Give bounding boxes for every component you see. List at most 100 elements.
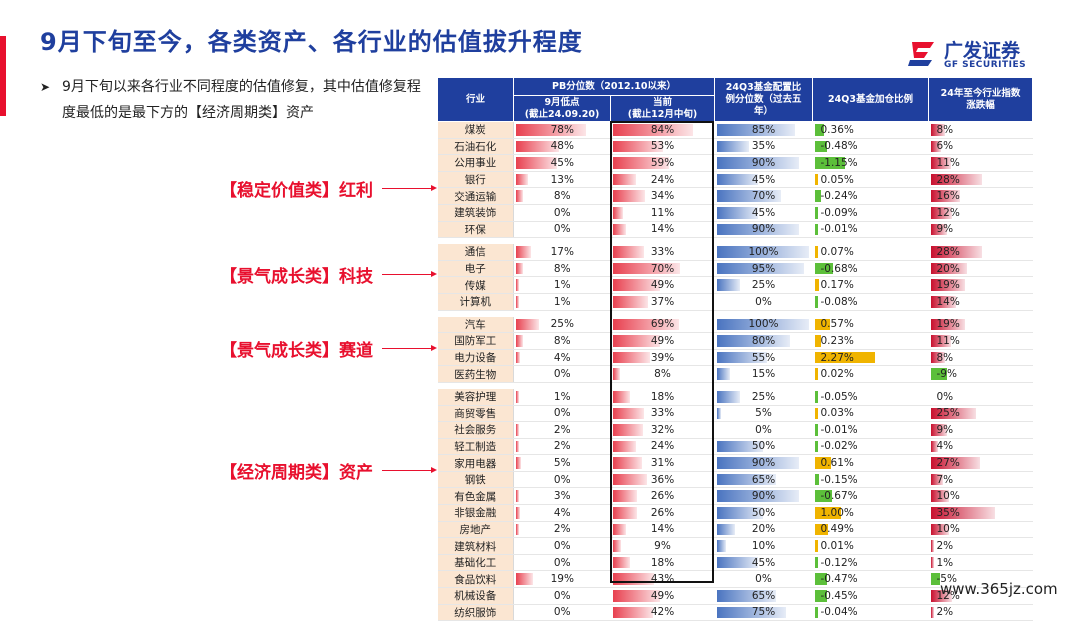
pb-now-cell-value: 14% [650, 523, 675, 536]
pb-now-cell-value: 69% [650, 318, 675, 331]
group-arrow [382, 185, 437, 191]
pb-low-cell-value: 0% [553, 473, 571, 486]
index-change-cell: 16% [928, 187, 1033, 205]
alloc-cell: 25% [714, 388, 813, 406]
industry-name: 基础化工 [437, 554, 514, 572]
fund-add-cell-bar [814, 351, 876, 364]
alloc-cell: 50% [714, 504, 813, 522]
table-row: 公用事业 45% 59% 90% -1.15% 11% [437, 154, 1033, 172]
pb-low-cell-value: 19% [550, 573, 574, 586]
pb-now-cell-value: 49% [650, 279, 675, 292]
pb-now-cell: 24% [610, 171, 715, 189]
logo-en: GF SECURITIES [944, 60, 1027, 70]
pb-now-cell-bar [612, 190, 646, 202]
fund-add-cell: -0.05% [812, 388, 929, 406]
industry-name: 计算机 [437, 293, 514, 311]
pb-low-cell: 0% [513, 221, 611, 239]
index-change-cell-bar [930, 262, 968, 275]
alloc-cell: 100% [714, 244, 813, 261]
fund-add-cell-bar [814, 457, 831, 469]
index-change-cell: 8% [928, 349, 1033, 367]
index-change-cell-value: 10% [936, 523, 960, 536]
index-change-cell: 10% [928, 487, 1033, 506]
index-change-cell-value: 35% [936, 506, 960, 519]
alloc-cell-value: 90% [751, 457, 776, 470]
index-change-cell-value: 19% [936, 279, 960, 292]
alloc-cell-bar [716, 246, 809, 258]
alloc-cell-value: 25% [751, 390, 776, 403]
pb-now-cell: 26% [610, 487, 715, 506]
pb-low-cell: 0% [513, 204, 611, 222]
pb-now-cell: 39% [610, 349, 715, 367]
pb-low-cell-value: 4% [553, 351, 571, 364]
pb-now-cell-bar [612, 540, 622, 552]
fund-add-cell-value: -0.47% [820, 573, 858, 586]
alloc-cell-value: 65% [751, 473, 776, 486]
index-change-cell: 20% [928, 260, 1033, 278]
index-change-cell-value: 10% [936, 490, 960, 503]
fund-add-cell-value: 0.17% [820, 279, 854, 292]
pb-now-cell: 32% [610, 421, 715, 439]
pb-now-cell-value: 34% [650, 190, 675, 203]
index-change-cell-value: 25% [936, 407, 960, 420]
pb-low-cell: 8% [513, 187, 611, 205]
pb-low-cell: 25% [513, 316, 611, 334]
pb-low-cell-value: 0% [553, 223, 571, 236]
index-change-cell-bar [930, 335, 951, 347]
index-change-cell: 1% [928, 554, 1033, 572]
pb-low-cell-bar [516, 124, 587, 136]
pb-low-cell-value: 1% [553, 295, 571, 308]
index-change-cell-bar [930, 556, 934, 569]
index-change-cell: 27% [928, 454, 1033, 472]
fund-add-cell: -0.67% [812, 487, 929, 506]
pb-low-cell: 2% [513, 521, 611, 539]
industry-name: 石油石化 [437, 138, 514, 156]
pb-now-cell: 9% [610, 537, 715, 555]
pb-now-cell-bar [612, 473, 648, 486]
fund-add-cell: 0.07% [812, 244, 929, 261]
fund-add-cell-bar [814, 507, 842, 519]
alloc-cell: 90% [714, 454, 813, 472]
alloc-cell-value: 0% [755, 295, 772, 308]
pb-now-cell: 53% [610, 138, 715, 156]
pb-now-cell: 24% [610, 438, 715, 456]
index-change-cell-bar [930, 223, 947, 236]
logo-cn: 广发证券 [944, 40, 1021, 62]
pb-low-cell-bar [516, 440, 519, 453]
index-change-cell-bar [930, 173, 982, 186]
alloc-cell: 10% [714, 537, 813, 555]
header-industry: 行业 [437, 77, 514, 122]
fund-add-cell-value: -0.45% [820, 589, 858, 602]
pb-now-cell: 26% [610, 504, 715, 522]
pb-low-cell: 0% [513, 365, 611, 383]
alloc-cell-value: 45% [751, 173, 776, 186]
group-label-tech: 【景气成长类】科技 [220, 267, 373, 287]
fund-add-cell-bar [814, 368, 818, 380]
pb-low-cell: 0% [513, 471, 611, 489]
alloc-cell-value: 45% [751, 206, 776, 219]
pb-low-cell-bar [516, 140, 560, 153]
industry-name: 电子 [437, 260, 514, 278]
alloc-cell: 0% [714, 293, 813, 311]
index-change-cell-value: 11% [936, 156, 960, 169]
pb-now-cell: 37% [610, 293, 715, 311]
pb-now-cell-bar [612, 157, 670, 169]
pb-now-cell-bar [612, 223, 626, 236]
fund-add-cell-value: 0.36% [820, 123, 854, 136]
group-arrow [382, 467, 437, 473]
fund-add-cell: 0.61% [812, 454, 929, 472]
index-change-cell-bar [930, 424, 947, 436]
alloc-cell-bar [716, 157, 800, 169]
alloc-cell-value: 5% [755, 407, 772, 420]
index-change-cell: 2% [928, 537, 1033, 555]
index-change-cell-value: 7% [936, 473, 954, 486]
table-row: 建筑装饰 0% 11% 45% -0.09% 12% [437, 204, 1033, 222]
pb-low-cell-value: 2% [553, 523, 571, 536]
alloc-cell-value: 70% [751, 190, 776, 203]
index-change-cell-bar [930, 318, 966, 331]
alloc-cell-bar [716, 606, 786, 619]
fund-add-cell: -0.47% [812, 570, 929, 589]
pb-now-cell: 33% [610, 405, 715, 423]
alloc-cell-value: 0% [755, 573, 772, 586]
pb-low-cell-value: 2% [553, 423, 571, 436]
